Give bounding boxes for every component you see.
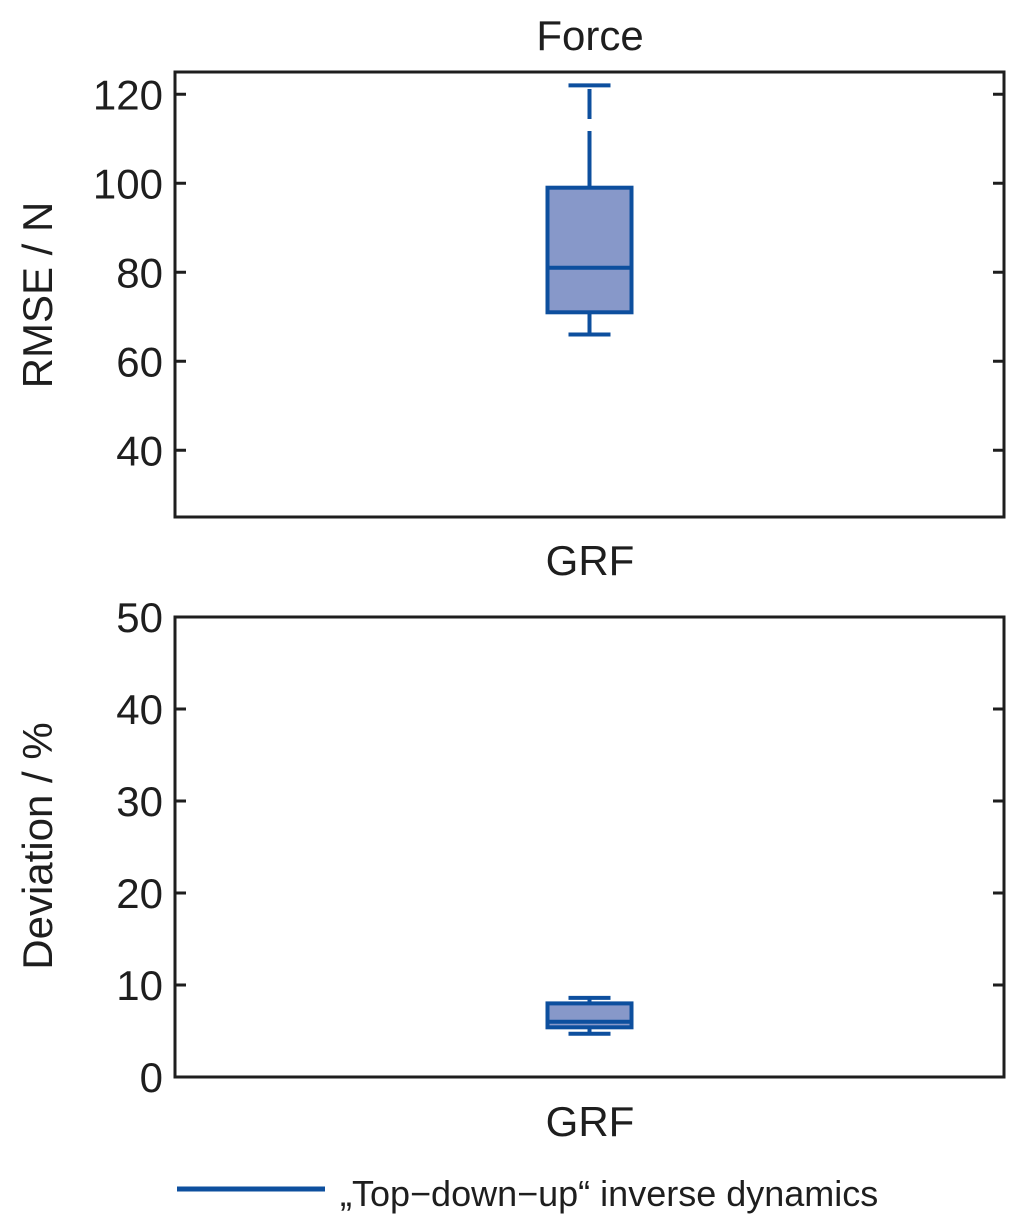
y-tick-label: 0 — [140, 1054, 163, 1101]
plot-frame — [173, 70, 1006, 519]
y-tick-label: 40 — [116, 686, 163, 733]
legend-label: „Top−down−up“ inverse dynamics — [340, 1173, 878, 1214]
plot-frame — [173, 615, 1006, 1079]
y-tick-label: 20 — [116, 870, 163, 917]
y-axis-label: RMSE / N — [14, 202, 61, 389]
y-tick-label: 100 — [93, 160, 163, 207]
y-tick-label: 30 — [116, 778, 163, 825]
y-tick-label: 80 — [116, 249, 163, 296]
x-tick-label: GRF — [546, 1098, 635, 1145]
y-tick-label: 60 — [116, 338, 163, 385]
y-tick-label: 40 — [116, 427, 163, 474]
y-axis-label: Deviation / % — [14, 722, 61, 969]
box-iqr — [545, 185, 634, 315]
x-tick-label: GRF — [546, 537, 635, 584]
chart-title: Force — [536, 12, 643, 59]
panel-deviation: Deviation / % GRF 0 10 20 30 40 50 — [14, 594, 1006, 1145]
y-tick-label: 10 — [116, 962, 163, 1009]
y-tick-label: 50 — [116, 594, 163, 641]
y-tick-label: 120 — [93, 71, 163, 118]
legend: „Top−down−up“ inverse dynamics — [177, 1173, 878, 1214]
panel-rmse: Force RMSE / N GRF 40 60 80 100 120 — [14, 12, 1006, 584]
